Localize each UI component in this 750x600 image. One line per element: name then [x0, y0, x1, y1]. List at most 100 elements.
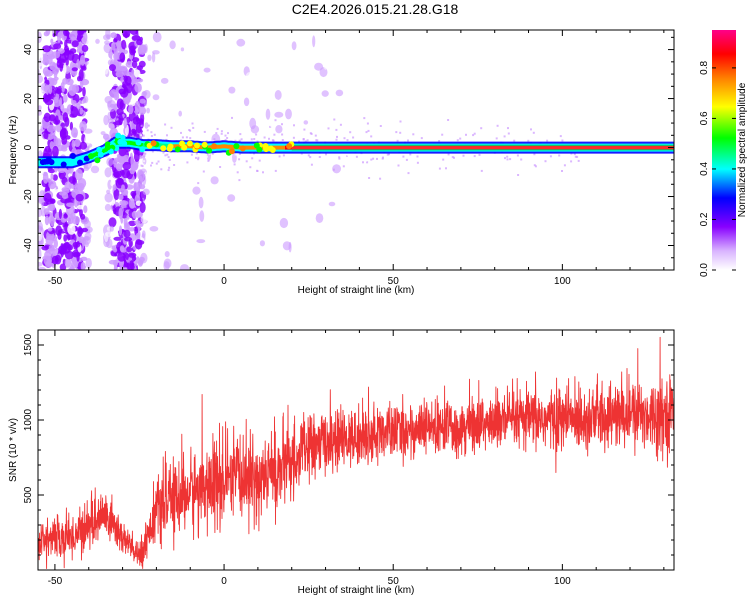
spectrogram-cell	[496, 124, 499, 127]
spectrogram-cell	[363, 117, 366, 120]
spectrogram-cell	[113, 206, 117, 215]
y-tick-label: 20	[23, 93, 34, 105]
spectrogram-cell	[77, 227, 84, 235]
spectrogram-cell	[39, 190, 45, 195]
spectrogram-cell	[103, 34, 111, 41]
spectrogram-cell	[213, 138, 216, 141]
spectrogram-cell	[154, 61, 158, 67]
spectrogram-cell	[50, 38, 54, 44]
spectrogram-cell	[139, 202, 146, 213]
spectrogram-cell	[114, 157, 122, 163]
spectrogram-cell	[118, 113, 123, 126]
spectrogram-cell	[441, 133, 444, 136]
spectrogram-cell	[386, 153, 389, 156]
spectrogram-cell	[355, 155, 358, 158]
ridge-blob	[228, 148, 235, 155]
spectrogram-cell	[191, 160, 194, 163]
spectrogram-cell	[250, 138, 253, 141]
spectrogram-cell	[442, 136, 445, 139]
spectrogram-cell	[303, 128, 306, 131]
spectrogram-cell	[143, 174, 145, 177]
spectrogram-cell	[198, 137, 201, 140]
spectrogram-cell	[48, 244, 55, 252]
spectrogram-cell	[285, 108, 292, 120]
spectrogram-cell	[129, 30, 139, 36]
spectrogram-cell	[63, 213, 68, 219]
spectrogram-cell	[136, 186, 141, 199]
spectrogram-cell	[44, 215, 50, 226]
snr-axes: -50 0 50 100 500 1000 1500	[23, 329, 674, 587]
spectrogram-cell	[221, 62, 230, 74]
spectrogram-cell	[142, 171, 145, 174]
spectrogram-cell	[60, 147, 68, 152]
spectrogram-cell	[472, 134, 475, 137]
spectrogram-cell	[83, 95, 89, 104]
spectrogram-cell	[318, 156, 321, 158]
spectrogram-cell	[275, 125, 283, 134]
spectrogram-cell	[71, 40, 79, 48]
spectrogram-cell	[133, 130, 137, 137]
spectrogram-cell	[316, 95, 321, 102]
spectrogram-cell	[72, 251, 81, 258]
spectrogram-cell	[561, 139, 564, 142]
spectrogram-cell	[273, 133, 276, 136]
spectrogram-cell	[423, 125, 426, 128]
spectrogram-cell	[320, 260, 325, 266]
spectrogram-cell	[272, 139, 275, 142]
spectrogram-cell	[139, 171, 142, 174]
spectrogram-cell	[416, 155, 419, 158]
spectrogram-cell	[200, 156, 203, 159]
spectrogram-cell	[152, 94, 160, 101]
spectrogram-cell	[110, 32, 117, 39]
spectrogram-cell	[338, 156, 341, 159]
spectrogram-cell	[113, 162, 118, 168]
spectrogram-cell	[210, 176, 219, 185]
spectrogram-cell	[296, 136, 299, 139]
spectrogram-cell	[307, 154, 310, 157]
spectrogram-cell	[116, 163, 123, 172]
spectrogram-cell	[147, 124, 150, 127]
ridge-blob	[211, 143, 218, 150]
spectrogram-cell	[43, 132, 49, 139]
spectrogram-cell	[80, 213, 86, 220]
spectrogram-cell	[58, 208, 63, 219]
spectrogram-cell	[191, 122, 194, 125]
snr-plot-area	[38, 336, 674, 569]
spectrogram-cell	[558, 154, 561, 157]
spectrogram-cell	[288, 156, 291, 159]
spectrogram-cell	[142, 79, 146, 86]
spectrogram-cell	[138, 106, 147, 115]
spectrogram-cell	[255, 133, 258, 136]
spectrogram-cell	[144, 152, 147, 155]
spectrogram-cell	[299, 134, 302, 137]
spectrogram-cell	[163, 258, 172, 269]
spectrogram-cell	[399, 120, 402, 123]
spectrogram-cell	[259, 240, 265, 247]
spectrogram-cell	[47, 227, 53, 232]
spectrogram-cell	[63, 30, 69, 37]
spectrogram-cell	[141, 132, 144, 135]
spectrogram-cell	[58, 191, 67, 196]
spectrogram-cell	[164, 154, 167, 157]
spectrogram-cell	[121, 168, 130, 179]
spectrogram-cell	[193, 121, 203, 131]
spectrogram-cell	[58, 245, 67, 255]
spectrogram-cell	[74, 168, 83, 181]
spectrogram-cell	[118, 207, 124, 220]
spectrogram-cell	[176, 153, 178, 156]
spectrogram-cell	[115, 70, 125, 78]
x-tick-label: -50	[48, 576, 63, 587]
spectrogram-cell	[215, 132, 218, 135]
spectrogram-cell	[118, 225, 123, 236]
spectrogram-cell	[366, 156, 369, 159]
spectrogram-cell	[135, 114, 139, 123]
spectrogram-cell	[233, 163, 236, 166]
spectrogram-cell	[335, 128, 338, 131]
spectrogram-cell	[362, 161, 364, 164]
spectrogram-cell	[313, 129, 318, 135]
spectrogram-cell	[388, 153, 390, 156]
spectrogram-cell	[65, 78, 74, 86]
spectrogram-cell	[328, 201, 336, 207]
spectrogram-cell	[113, 188, 120, 201]
spectrogram-cell	[70, 106, 79, 118]
